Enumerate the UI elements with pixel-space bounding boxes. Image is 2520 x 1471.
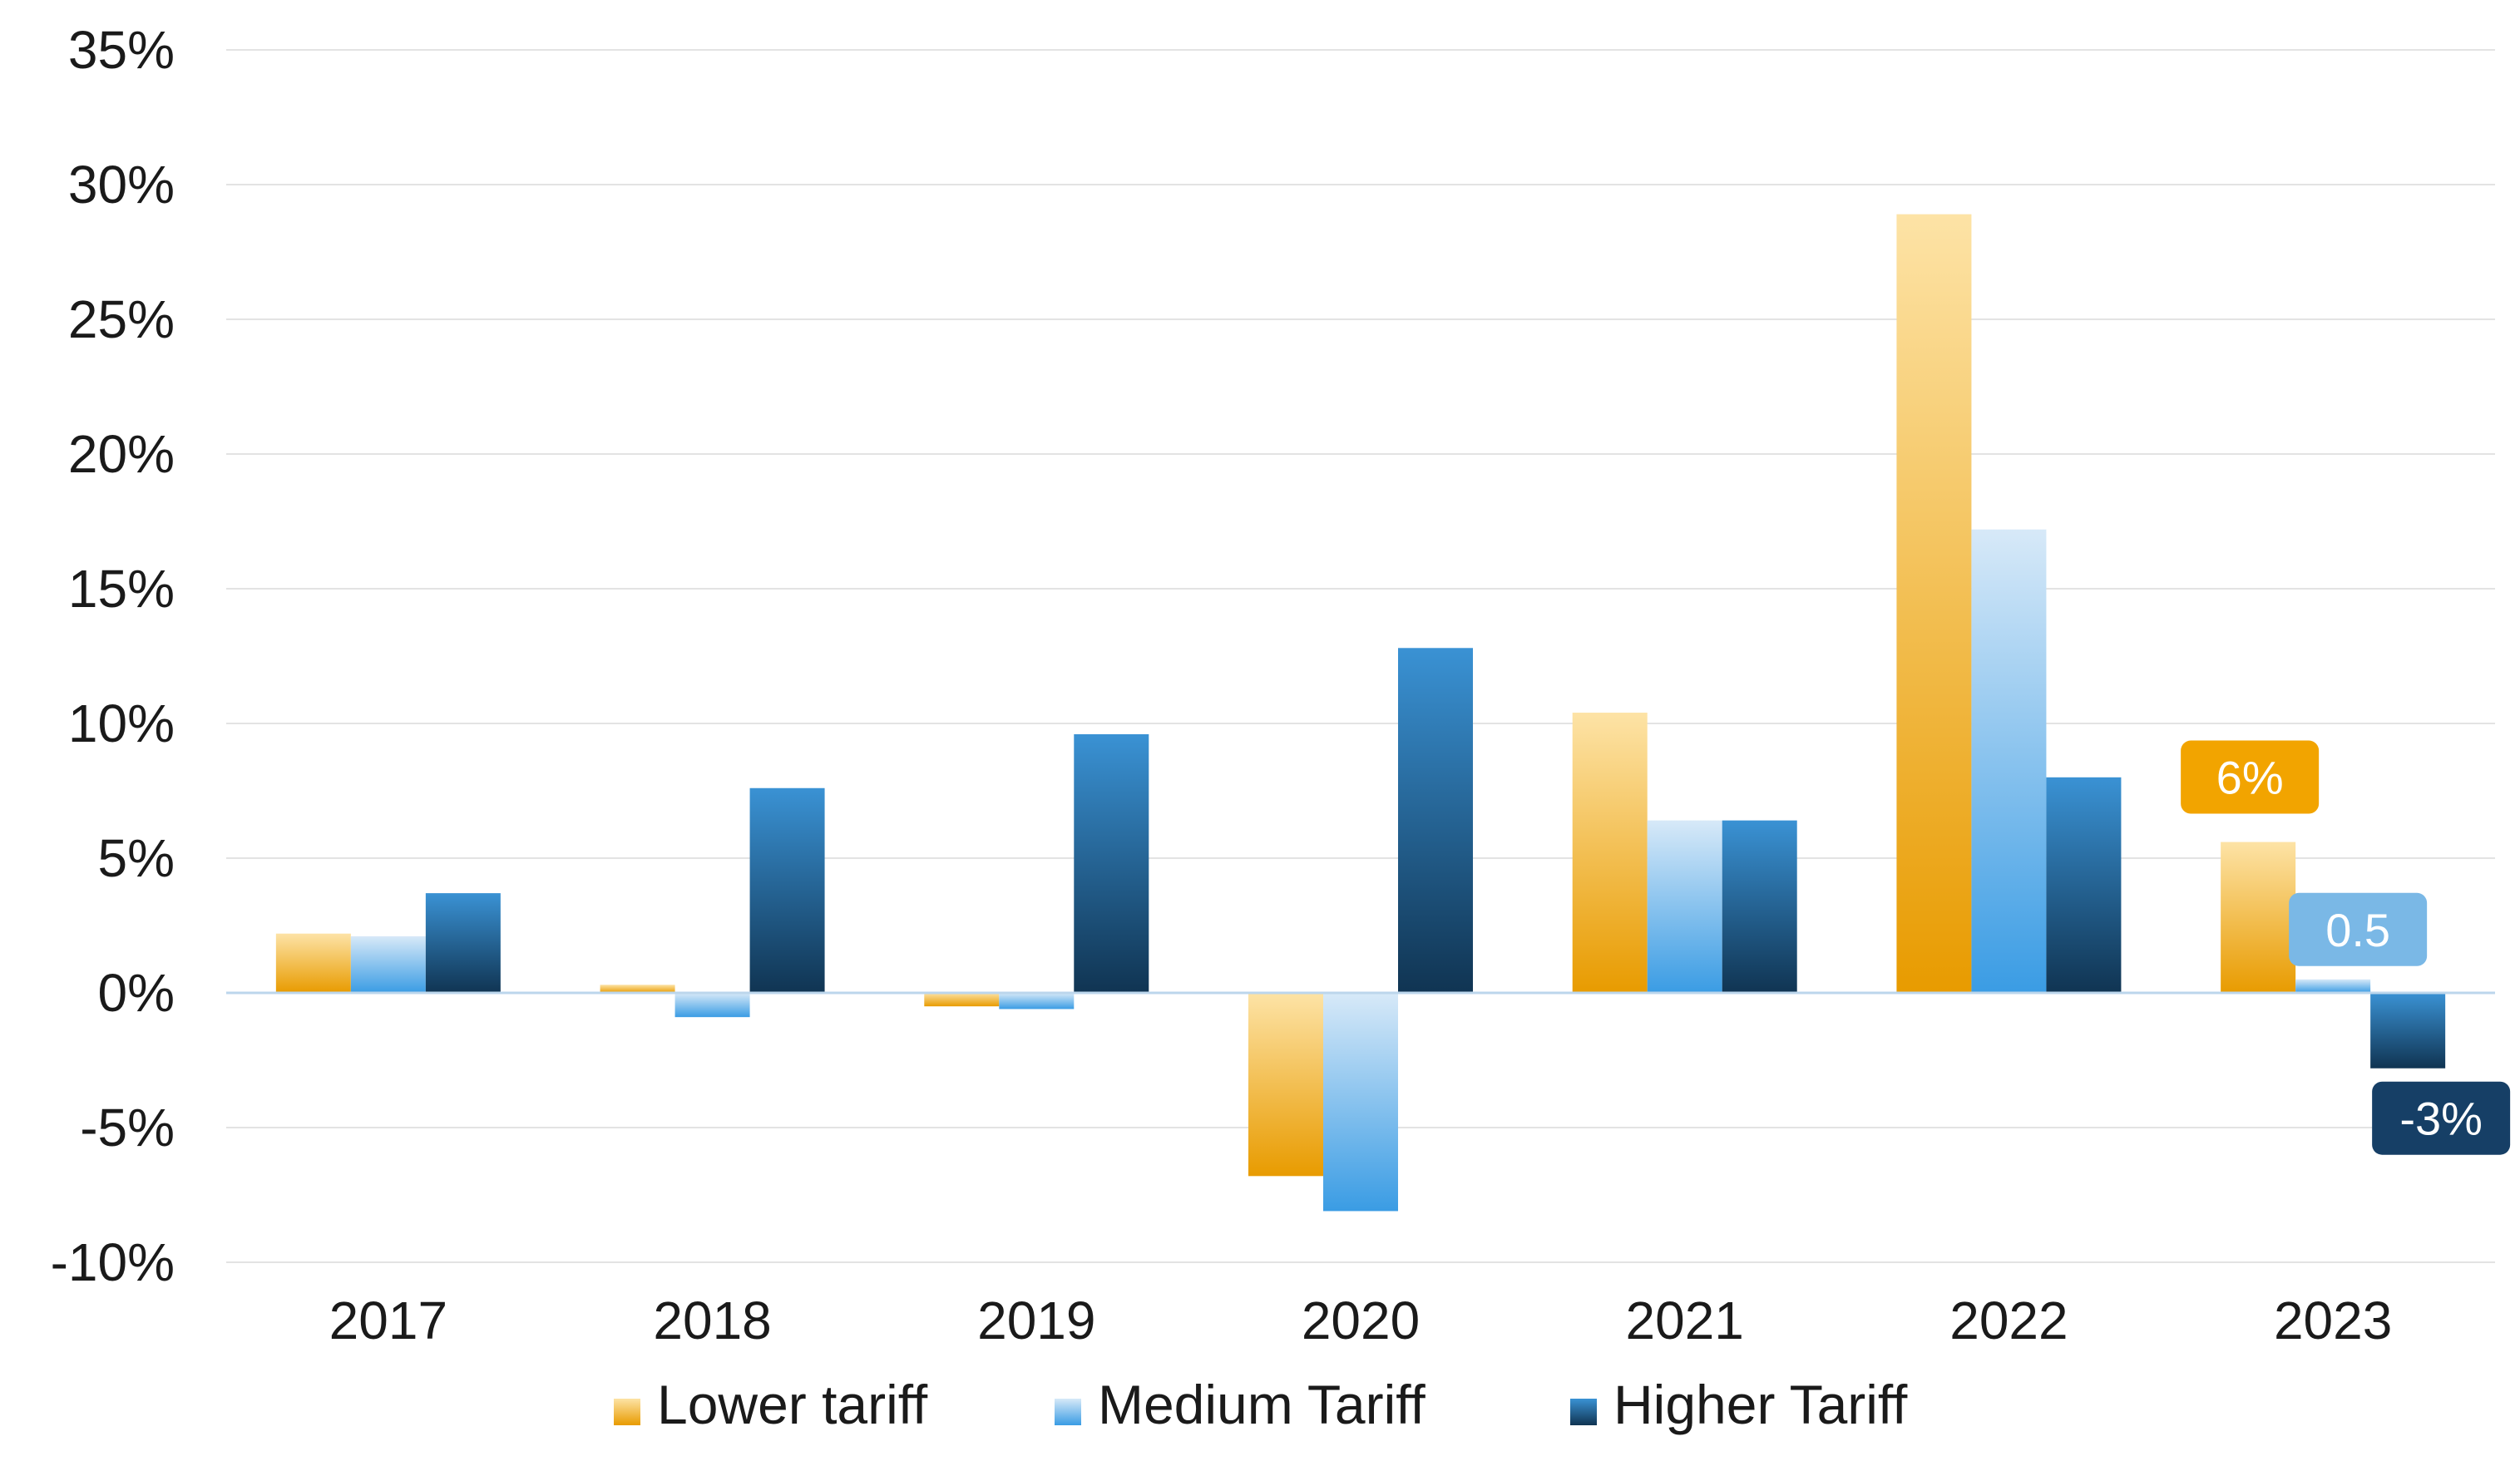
bar-medium-tariff-2018 — [674, 993, 750, 1018]
data-label-text: 6% — [2216, 752, 2284, 804]
bar-lower-tariff-2020 — [1248, 993, 1323, 1177]
bar-higher-tariff-2020 — [1398, 648, 1473, 993]
x-tick-label: 2022 — [1949, 1291, 2068, 1350]
bar-lower-tariff-2018 — [600, 985, 675, 993]
y-tick-label: 30% — [68, 155, 175, 215]
bar-medium-tariff-2017 — [350, 935, 426, 993]
bar-lower-tariff-2021 — [1572, 713, 1648, 993]
data-label-text: 0.5 — [2325, 904, 2390, 956]
legend-swatch — [614, 1399, 640, 1425]
legend-swatch — [1570, 1399, 1597, 1425]
bar-higher-tariff-2021 — [1722, 820, 1797, 993]
bar-lower-tariff-2019 — [924, 993, 1000, 1007]
bar-lower-tariff-2022 — [1896, 214, 1972, 993]
y-tick-label: -10% — [51, 1232, 175, 1292]
data-label-box — [2181, 740, 2320, 814]
x-tick-label: 2020 — [1302, 1291, 1420, 1350]
bar-lower-tariff-2017 — [275, 933, 351, 993]
data-label-box — [2289, 892, 2428, 966]
legend-label: Lower tariff — [657, 1374, 928, 1435]
y-tick-label: 15% — [68, 559, 175, 619]
bar-higher-tariff-2017 — [425, 893, 501, 993]
data-label-medium-tariff: 0.5 — [2289, 892, 2428, 966]
y-tick-label: -5% — [80, 1098, 175, 1158]
x-tick-label: 2019 — [977, 1291, 1095, 1350]
y-axis-ticks: -10% -5% 0% 5% 10% 15% 20% 25% 30% 35% — [51, 20, 175, 1292]
y-tick-label: 20% — [68, 424, 175, 484]
y-tick-label: 0% — [98, 963, 175, 1023]
bar-medium-tariff-2022 — [1971, 529, 2047, 993]
legend-item-medium-tariff: Medium Tariff — [1055, 1374, 1426, 1435]
y-tick-label: 35% — [68, 20, 175, 80]
x-tick-label: 2018 — [653, 1291, 771, 1350]
data-label-text: -3% — [2399, 1093, 2483, 1145]
legend-item-higher-tariff: Higher Tariff — [1570, 1374, 1908, 1435]
legend-label: Medium Tariff — [1098, 1374, 1426, 1435]
y-tick-label: 10% — [68, 694, 175, 753]
bar-higher-tariff-2019 — [1074, 733, 1149, 993]
bar-medium-tariff-2023 — [2295, 979, 2371, 993]
x-axis-ticks: 2017 2018 2019 2020 2021 2022 2023 — [329, 1291, 2393, 1350]
data-label-higher-tariff: -3% — [2372, 1081, 2511, 1155]
y-tick-label: 5% — [98, 828, 175, 888]
data-label-lower-tariff: 6% — [2181, 740, 2320, 814]
bar-higher-tariff-2022 — [2046, 777, 2122, 993]
x-tick-label: 2021 — [1626, 1291, 1744, 1350]
bar-medium-tariff-2019 — [999, 993, 1075, 1009]
bars — [275, 214, 2446, 1212]
bar-medium-tariff-2020 — [1323, 993, 1398, 1212]
data-label-box — [2372, 1081, 2511, 1155]
callouts: 6% 0.5 -3% — [2181, 740, 2511, 1155]
y-tick-label: 25% — [68, 289, 175, 349]
bar-higher-tariff-2023 — [2370, 993, 2446, 1069]
x-tick-label: 2023 — [2274, 1291, 2392, 1350]
x-tick-label: 2017 — [329, 1291, 447, 1350]
bar-lower-tariff-2023 — [2221, 842, 2296, 993]
legend-swatch — [1055, 1399, 1081, 1425]
legend: Lower tariff Medium Tariff Higher Tariff — [614, 1374, 1908, 1435]
bar-medium-tariff-2021 — [1647, 820, 1722, 993]
legend-item-lower-tariff: Lower tariff — [614, 1374, 928, 1435]
legend-label: Higher Tariff — [1613, 1374, 1908, 1435]
bar-higher-tariff-2018 — [749, 787, 825, 993]
gridlines — [226, 49, 2495, 1263]
